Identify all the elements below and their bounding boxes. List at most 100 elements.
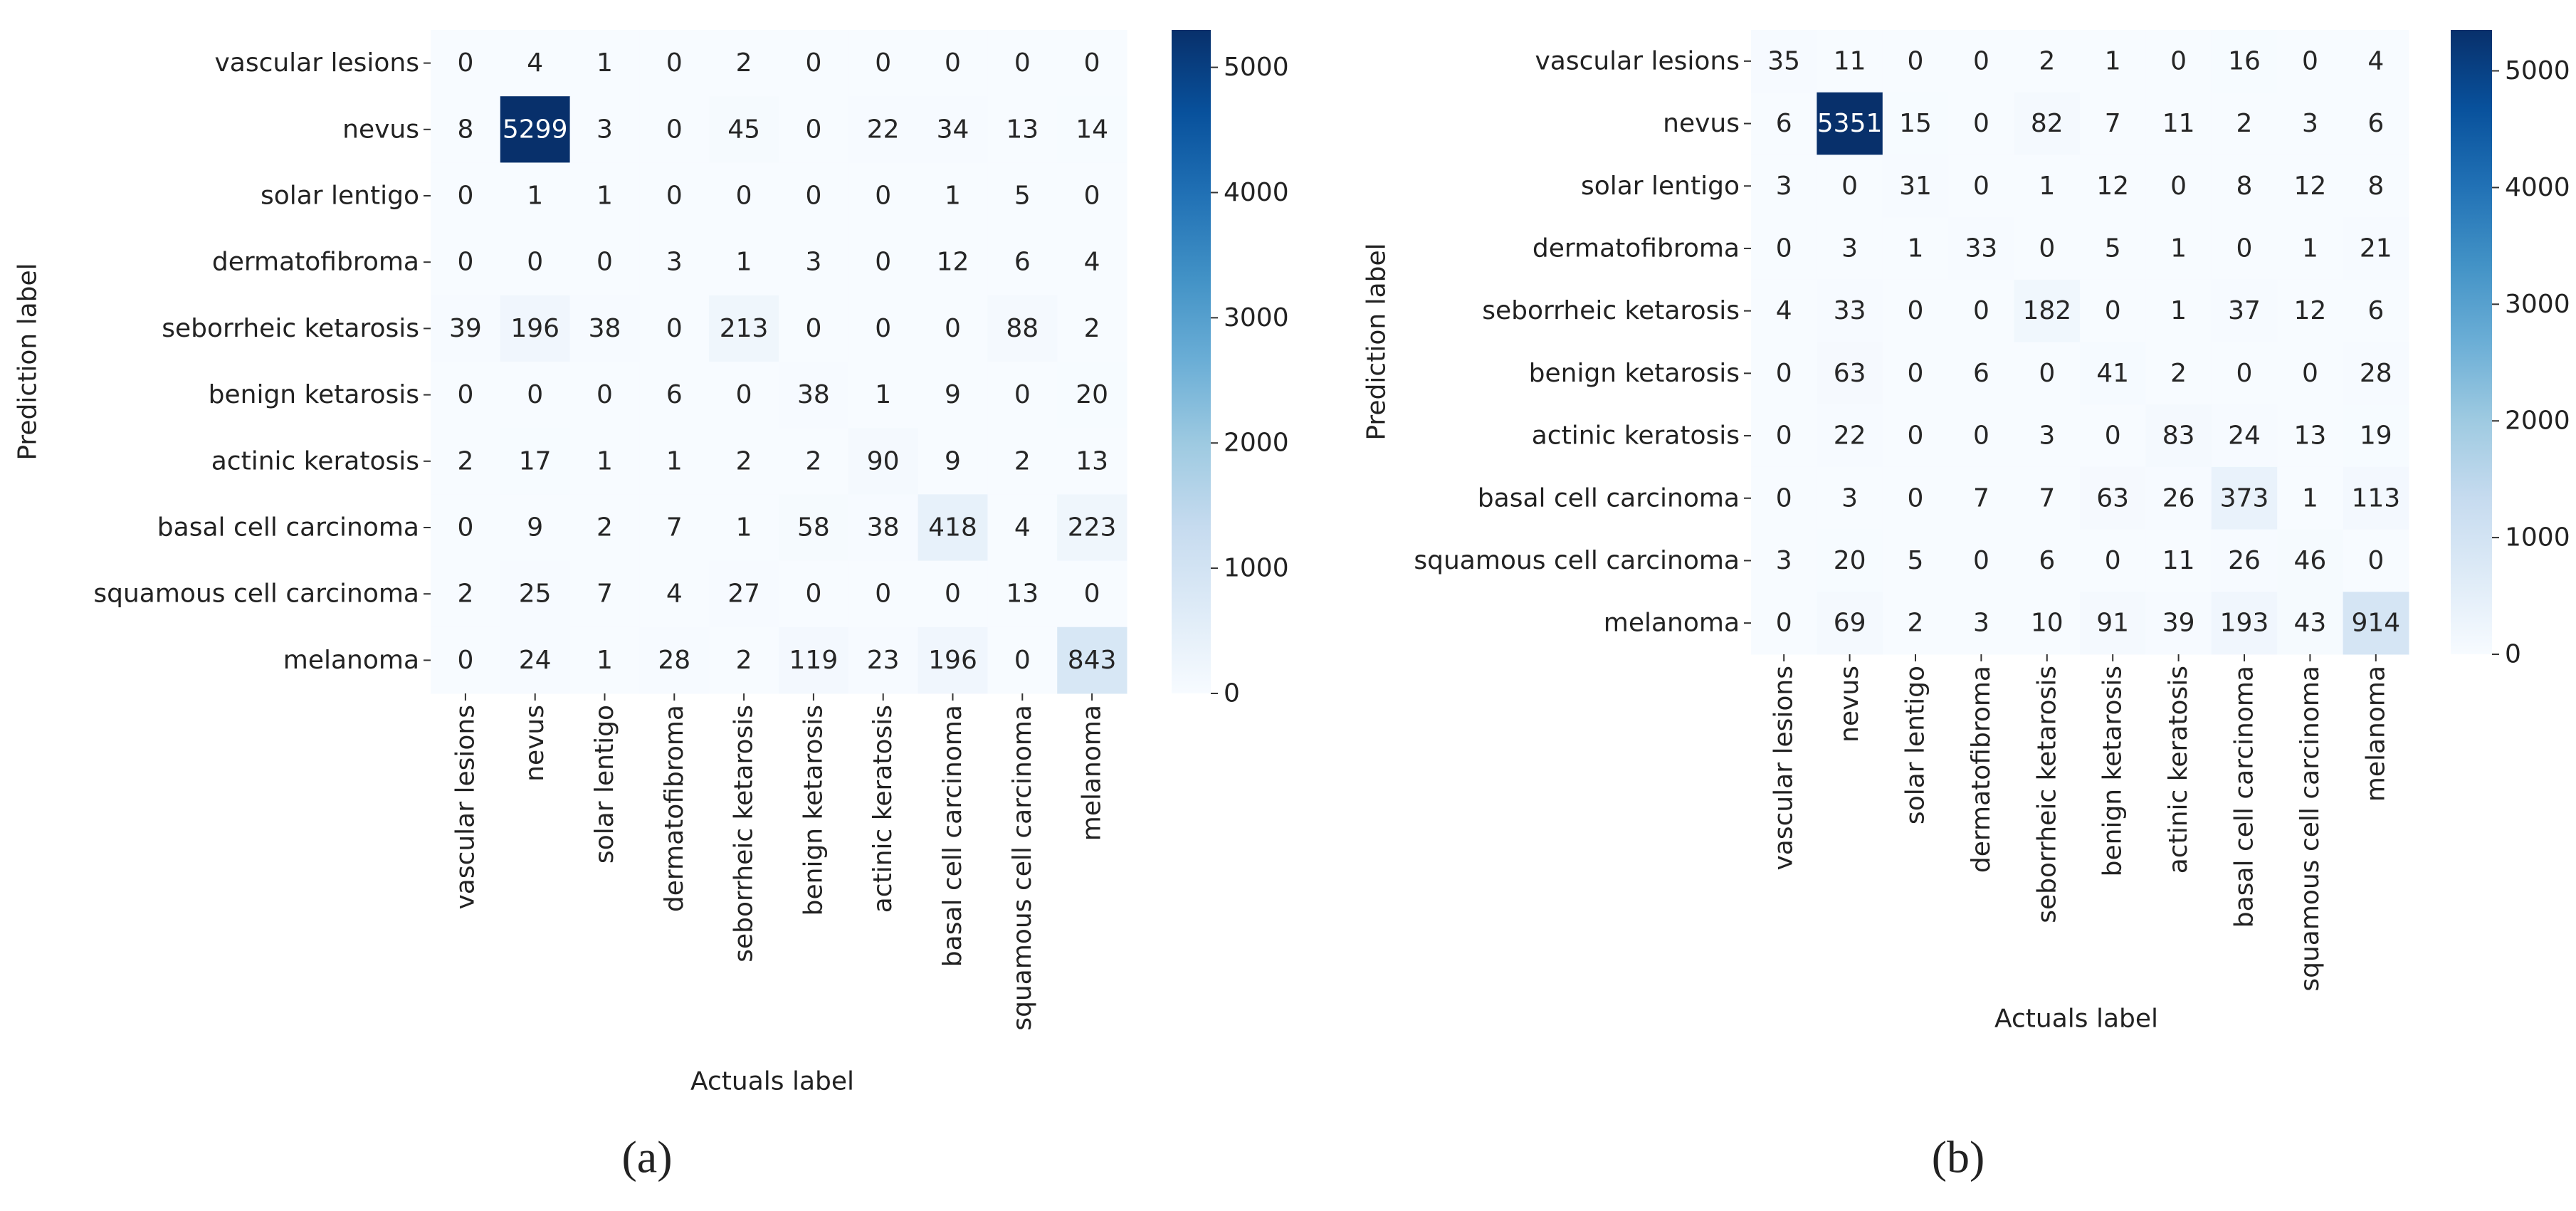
heatmap-cell [639, 627, 710, 694]
cell-value: 63 [1834, 359, 1866, 388]
cell-value: 1 [596, 182, 613, 211]
heatmap-cell [848, 627, 919, 694]
cell-value: 24 [519, 646, 552, 675]
heatmap-cell [500, 428, 571, 495]
heatmap-cell [639, 162, 710, 230]
heatmap-cell [987, 494, 1058, 562]
cell-value: 45 [727, 115, 760, 144]
heatmap-cell [987, 229, 1058, 296]
heatmap-cell [2343, 30, 2409, 93]
cell-value: 2 [1908, 609, 1924, 638]
cell-value: 2 [2170, 359, 2187, 388]
heatmap-cell [569, 494, 640, 562]
caption: (b) [1932, 1132, 1985, 1183]
heatmap-cell [2145, 92, 2212, 155]
cell-value: 0 [457, 248, 473, 277]
cell-value: 83 [2162, 421, 2195, 451]
heatmap-cell [2145, 30, 2212, 93]
cell-value: 9 [945, 380, 961, 409]
cell-value: 2 [457, 580, 473, 609]
cell-value: 26 [2228, 546, 2261, 575]
heatmap-cell [2145, 217, 2212, 281]
heatmap-cell [2211, 592, 2278, 655]
cell-value: 0 [1084, 580, 1100, 609]
heatmap-cell [1057, 30, 1127, 97]
cell-value: 12 [2293, 172, 2326, 201]
colorbar-tick-label: 4000 [1224, 178, 1289, 207]
heatmap-cell [2014, 592, 2081, 655]
y-tick-label: melanoma [1604, 609, 1740, 638]
heatmap-cell [848, 295, 919, 362]
cell-value: 8 [2236, 172, 2253, 201]
cell-value: 0 [1973, 296, 1989, 325]
heatmap-cell [1817, 529, 1883, 592]
cell-value: 9 [527, 513, 543, 542]
heatmap-cell [2014, 342, 2081, 405]
cell-value: 0 [875, 248, 891, 277]
cell-value: 17 [519, 446, 552, 476]
x-tick-label: squamous cell carcinoma [1008, 705, 1037, 1031]
heatmap-cell [2014, 217, 2081, 281]
x-tick-label: basal cell carcinoma [2230, 666, 2259, 928]
heatmap-cell [779, 560, 849, 628]
heatmap-cell [2080, 404, 2146, 468]
cell-value: 39 [2162, 609, 2195, 638]
cell-value: 10 [2031, 609, 2064, 638]
heatmap-cell [709, 560, 779, 628]
cell-value: 0 [2105, 546, 2121, 575]
cell-value: 46 [2293, 546, 2326, 575]
cell-value: 5351 [1817, 109, 1883, 138]
cell-value: 5299 [503, 115, 568, 144]
cell-value: 0 [596, 380, 613, 409]
heatmap-cell [918, 362, 988, 429]
heatmap-cell [1057, 295, 1127, 362]
heatmap-cell [1817, 466, 1883, 530]
heatmap-cell [569, 428, 640, 495]
heatmap-cell [2211, 279, 2278, 342]
heatmap-cell [1882, 92, 1949, 155]
x-tick-label: melanoma [2361, 666, 2390, 802]
cell-value: 1 [875, 380, 891, 409]
colorbar-tick-label: 5000 [2505, 56, 2570, 85]
cell-value: 2 [736, 646, 752, 675]
y-tick-label: dermatofibroma [1533, 234, 1740, 263]
heatmap-cell [431, 428, 501, 495]
heatmap-cell [500, 295, 571, 362]
cell-value: 0 [2236, 234, 2253, 263]
heatmap-cell [848, 30, 919, 97]
cell-value: 0 [1908, 421, 1924, 451]
heatmap-cell [779, 627, 849, 694]
heatmap-cell [2343, 404, 2409, 468]
cell-value: 843 [1068, 646, 1117, 675]
heatmap-cell [2343, 217, 2409, 281]
heatmap-cell [1817, 30, 1883, 93]
heatmap-cell [1751, 92, 1817, 155]
cell-value: 41 [2096, 359, 2129, 388]
cell-value: 6 [2039, 546, 2055, 575]
cell-value: 0 [1973, 46, 1989, 75]
cell-value: 0 [2105, 296, 2121, 325]
y-tick-label: squamous cell carcinoma [1414, 546, 1740, 575]
cell-value: 34 [937, 115, 969, 144]
cell-value: 0 [527, 248, 543, 277]
cell-value: 0 [2367, 546, 2384, 575]
heatmap-cell [918, 494, 988, 562]
cell-value: 1 [945, 182, 961, 211]
cell-value: 0 [875, 48, 891, 78]
cell-value: 1 [2105, 46, 2121, 75]
cell-value: 2 [2039, 46, 2055, 75]
cell-value: 13 [1006, 580, 1039, 609]
colorbar-tick-label: 0 [1224, 679, 1240, 708]
heatmap-cell [1882, 279, 1949, 342]
heatmap-cell [569, 295, 640, 362]
heatmap-cell [779, 362, 849, 429]
cell-value: 418 [928, 513, 977, 542]
cell-value: 12 [2096, 172, 2129, 201]
cell-value: 7 [666, 513, 683, 542]
cell-value: 7 [2039, 483, 2055, 513]
x-tick-label: vascular lesions [1770, 666, 1799, 871]
x-tick-label: solar lentigo [1901, 666, 1930, 824]
cell-value: 4 [1776, 296, 1792, 325]
heatmap-cell [2343, 529, 2409, 592]
